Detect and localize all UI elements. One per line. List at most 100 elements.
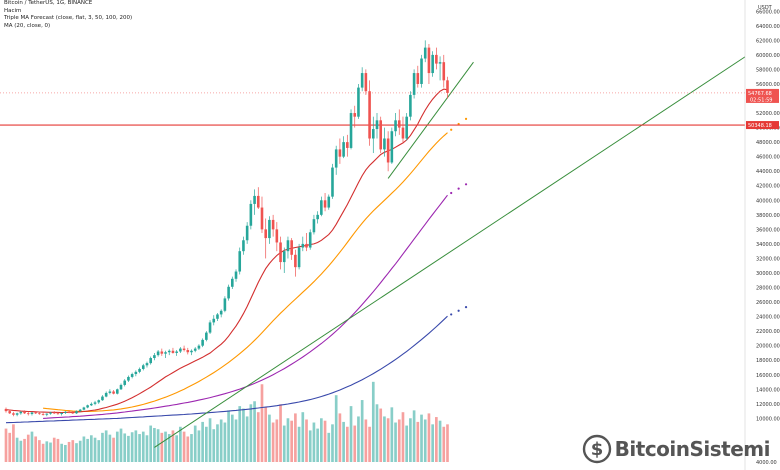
- candle-body: [301, 243, 305, 248]
- volume-bar: [338, 413, 342, 462]
- volume-bar: [234, 419, 238, 462]
- candle-body: [371, 129, 375, 139]
- candle-body: [405, 116, 408, 139]
- volume-bar: [104, 430, 108, 462]
- candle-body: [138, 368, 141, 372]
- candle-body: [127, 376, 130, 381]
- volume-bar: [86, 438, 89, 462]
- volume-bar: [290, 420, 294, 462]
- price-tick-label: 48000.00: [756, 140, 780, 146]
- candle-body: [353, 113, 357, 117]
- volume-bar: [368, 426, 371, 462]
- forecast-point-ma200: [464, 306, 468, 309]
- volume-bar: [71, 440, 75, 462]
- ma-line-ma200: [5, 315, 448, 424]
- forecast-point-ma100: [450, 191, 453, 195]
- volume-bar: [197, 430, 201, 462]
- price-tick-label: 30000.00: [756, 271, 780, 277]
- candle-body: [149, 358, 152, 364]
- volume-bar: [327, 432, 331, 462]
- candle-body: [179, 348, 182, 352]
- volume-bar: [271, 422, 275, 462]
- volume-bar: [171, 430, 175, 462]
- candle-body: [56, 413, 60, 415]
- volume-bar: [112, 437, 115, 462]
- candle-body: [342, 142, 345, 157]
- candle-body: [368, 91, 371, 139]
- price-tick-label: 58000.00: [756, 67, 780, 73]
- legend-ma20[interactable]: MA (20, close, 0): [4, 22, 51, 29]
- candle-body: [41, 414, 45, 415]
- candle-body: [197, 345, 201, 349]
- candle-body: [90, 403, 93, 406]
- price-tick-label: 46000.00: [756, 155, 780, 161]
- price-tick-label: 16000.00: [756, 373, 780, 379]
- axis-currency-label: USDT: [758, 5, 773, 11]
- volume-bar: [182, 431, 186, 462]
- level-price-badge: [746, 121, 779, 130]
- price-tick-label: 24000.00: [756, 315, 780, 321]
- volume-bar: [115, 431, 119, 462]
- volume-bar: [179, 426, 182, 462]
- price-tick-label: 34000.00: [756, 242, 780, 248]
- volume-bar: [26, 434, 30, 462]
- legend-triple-ma[interactable]: Triple MA Forecast (close, flat, 3, 50, …: [4, 15, 133, 22]
- volume-bar: [383, 416, 386, 462]
- volume-bar: [423, 419, 427, 462]
- volume-bar: [175, 435, 178, 462]
- candle-body: [264, 229, 267, 239]
- legend-symbol[interactable]: Bitcoin / TetherUS, 1G, BINANCE: [4, 0, 93, 6]
- volume-bar: [349, 406, 353, 462]
- volume-bar: [435, 417, 438, 462]
- volume-bar: [301, 412, 305, 462]
- volume-bar: [323, 420, 327, 462]
- forecast-point-ma100: [457, 187, 460, 190]
- legend-volume[interactable]: Hacim: [4, 7, 22, 14]
- candle-body: [164, 352, 167, 354]
- candle-body: [394, 120, 397, 132]
- candle-body: [416, 73, 420, 84]
- price-tick-label: 52000.00: [756, 111, 780, 117]
- price-tick-label: 60000.00: [756, 53, 780, 59]
- candle-body: [438, 62, 442, 64]
- candle-body: [446, 80, 449, 93]
- candle-body: [308, 232, 312, 248]
- candle-body: [93, 402, 97, 404]
- volume-bar: [201, 421, 204, 462]
- volume-bar: [264, 407, 268, 462]
- price-tick-label: 22000.00: [756, 329, 780, 335]
- candle-body: [71, 412, 75, 414]
- volume-bar: [268, 414, 271, 462]
- candle-body: [275, 229, 279, 243]
- candle-body: [82, 407, 86, 410]
- volume-bar: [12, 424, 15, 462]
- price-tick-label: 56000.00: [756, 82, 780, 88]
- volume-bar: [316, 428, 319, 462]
- price-tick-label: 20000.00: [756, 344, 780, 350]
- volume-bar: [446, 424, 449, 462]
- volume-bar: [353, 425, 357, 462]
- candle-body: [234, 271, 238, 279]
- volume-bar: [160, 432, 164, 462]
- volume-bar: [390, 407, 394, 462]
- volume-bar: [193, 425, 197, 462]
- candle-body: [379, 120, 383, 150]
- candle-body: [242, 240, 245, 252]
- volume-bar: [275, 419, 279, 462]
- candle-body: [253, 195, 256, 204]
- price-tick-label: 44000.00: [756, 169, 780, 175]
- volume-bar: [8, 432, 12, 462]
- logo-text: BitcoinSistemi: [614, 437, 771, 461]
- candle-body: [409, 94, 412, 117]
- trendline-long: [154, 54, 749, 448]
- volume-bar: [4, 428, 8, 462]
- candle-body: [134, 371, 138, 375]
- forecast-point-ma50: [450, 128, 453, 131]
- candle-body: [390, 131, 394, 163]
- volume-bar: [190, 434, 193, 462]
- candle-body: [316, 214, 319, 220]
- candle-body: [431, 54, 434, 74]
- last-price-countdown: 02:51:59: [750, 97, 772, 103]
